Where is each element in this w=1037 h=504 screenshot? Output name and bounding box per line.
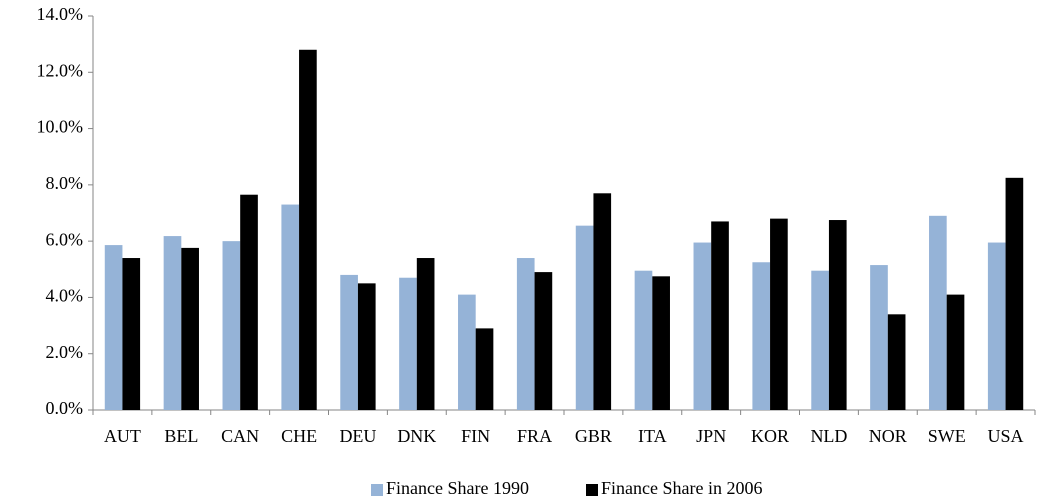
bar <box>811 270 829 410</box>
bar <box>693 242 712 410</box>
bar <box>340 274 358 410</box>
bar <box>534 272 553 410</box>
x-tick-label: FRA <box>517 426 552 446</box>
bar <box>946 294 965 410</box>
y-tick-label: 8.0% <box>46 173 84 193</box>
bar <box>281 204 300 410</box>
x-tick-label: NOR <box>869 426 907 446</box>
bar <box>828 220 847 410</box>
bar <box>652 276 670 410</box>
bar <box>416 258 435 410</box>
x-tick-label: JPN <box>696 426 726 446</box>
x-tick-label: KOR <box>751 426 789 446</box>
bar <box>887 314 906 410</box>
bar <box>122 258 141 410</box>
legend-label: Finance Share 1990 <box>386 478 529 498</box>
y-tick-label: 2.0% <box>46 342 84 362</box>
y-tick-label: 0.0% <box>46 398 84 418</box>
y-tick-label: 14.0% <box>37 4 84 24</box>
legend-label: Finance Share in 2006 <box>601 478 762 498</box>
bar <box>181 247 199 410</box>
bar <box>593 193 612 410</box>
bar <box>516 258 535 410</box>
bar <box>752 262 771 410</box>
bar <box>222 241 241 410</box>
x-tick-label: DNK <box>397 426 436 446</box>
bar <box>1005 177 1024 410</box>
legend-swatch <box>371 484 383 496</box>
bar <box>458 294 476 410</box>
bar <box>104 245 123 410</box>
bar <box>870 265 888 410</box>
y-tick-label: 12.0% <box>37 60 84 80</box>
legend-swatch <box>586 484 598 496</box>
bar <box>240 194 258 410</box>
bar <box>987 242 1006 410</box>
x-tick-label: FIN <box>461 426 490 446</box>
y-tick-label: 6.0% <box>46 229 84 249</box>
x-tick-label: NLD <box>810 426 847 446</box>
y-tick-label: 10.0% <box>37 117 84 137</box>
x-tick-label: BEL <box>164 426 198 446</box>
bar <box>299 49 317 411</box>
x-tick-label: USA <box>988 426 1024 446</box>
bar <box>711 221 729 410</box>
y-tick-label: 4.0% <box>46 286 84 306</box>
x-tick-label: CAN <box>221 426 259 446</box>
bar <box>929 215 947 410</box>
x-tick-label: GBR <box>575 426 612 446</box>
x-tick-label: CHE <box>281 426 317 446</box>
x-tick-label: ITA <box>638 426 667 446</box>
bar <box>357 283 376 410</box>
bar <box>163 236 182 410</box>
x-tick-label: DEU <box>339 426 376 446</box>
x-tick-label: SWE <box>928 426 966 446</box>
bar <box>399 277 417 410</box>
bar <box>575 225 594 410</box>
bar <box>475 328 494 410</box>
x-tick-label: AUT <box>104 426 141 446</box>
bar <box>634 270 653 410</box>
bar <box>770 218 788 410</box>
